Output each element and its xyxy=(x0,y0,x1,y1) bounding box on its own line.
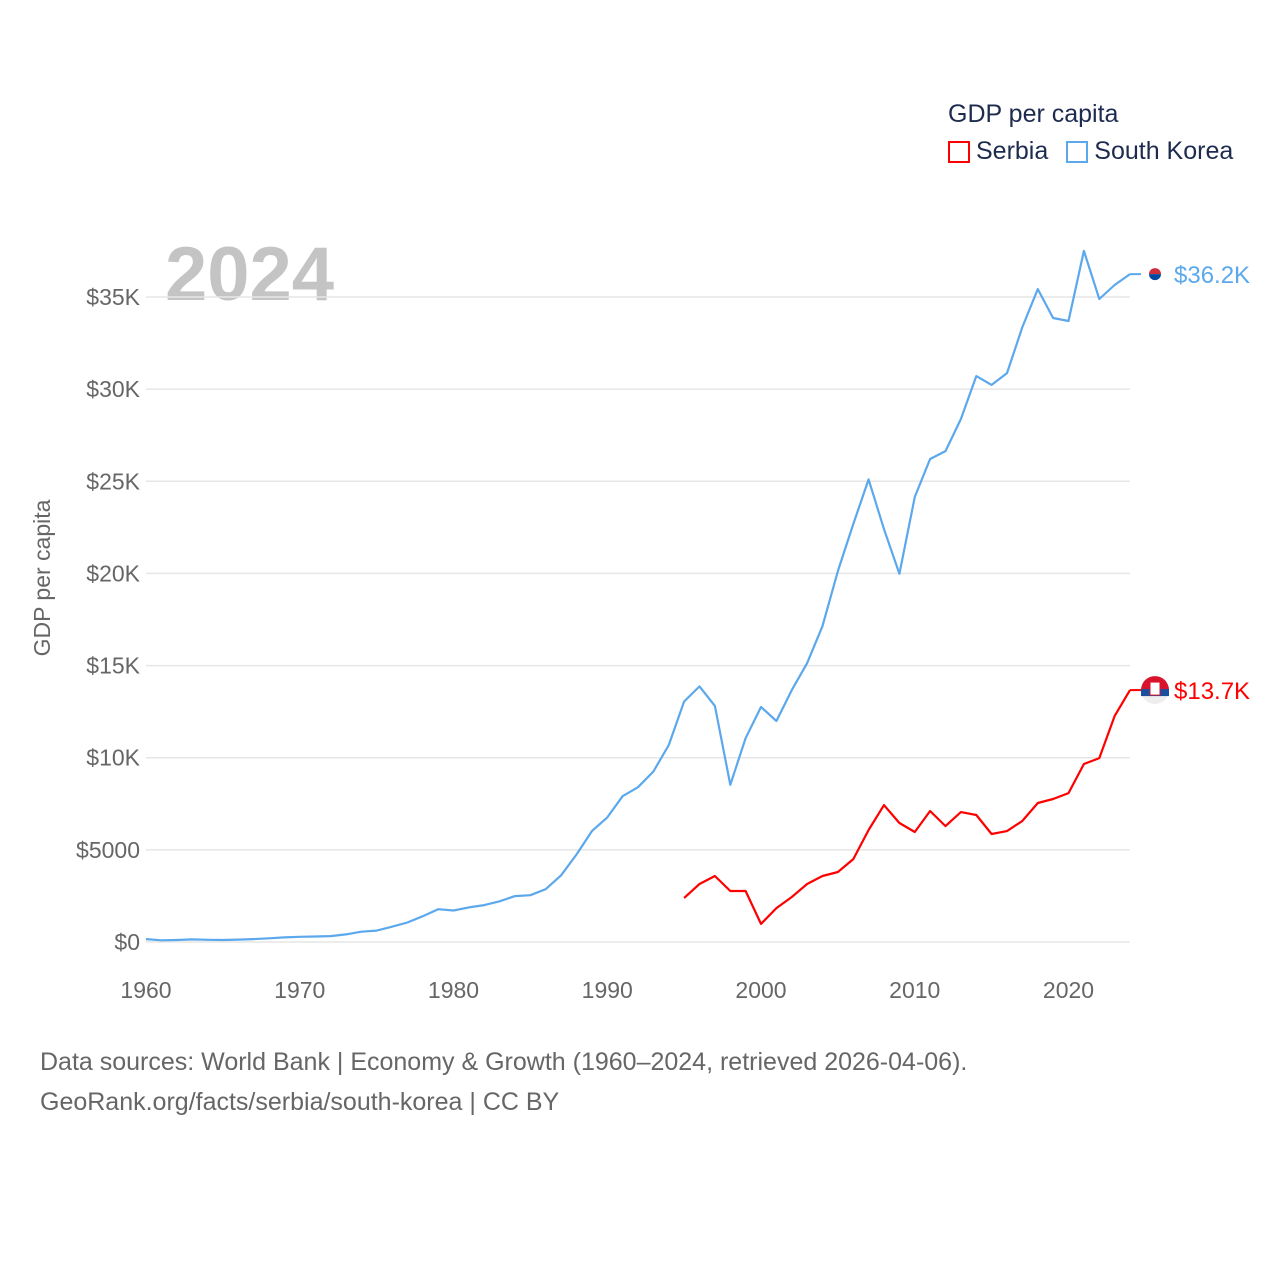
serbia-coat-of-arms xyxy=(1149,681,1161,696)
data-sources: Data sources: World Bank | Economy & Gro… xyxy=(40,1048,968,1076)
y-tick-label: $10K xyxy=(86,745,140,771)
legend-label-south-korea[interactable]: South Korea xyxy=(1094,137,1234,165)
end-value-label: $36.2K xyxy=(1174,262,1250,289)
series-line-serbia xyxy=(683,689,1131,926)
x-tick-label: 2010 xyxy=(889,977,940,1003)
x-tick-label: 2020 xyxy=(1043,977,1094,1003)
y-axis-label: GDP per capita xyxy=(29,499,55,656)
y-tick-label: $15K xyxy=(86,653,140,679)
legend: GDP per capita Serbia South Korea xyxy=(948,100,1233,166)
end-value-label: $13.7K xyxy=(1174,678,1250,705)
x-tick-label: 1960 xyxy=(120,977,171,1003)
x-tick-label: 1980 xyxy=(428,977,479,1003)
legend-swatch-south-korea xyxy=(1066,140,1089,163)
legend-swatch-serbia xyxy=(948,140,970,163)
y-tick-label: $5000 xyxy=(76,837,140,863)
legend-label-serbia[interactable]: Serbia xyxy=(976,137,1049,165)
x-tick-label: 1990 xyxy=(582,977,633,1003)
x-tick-label: 2000 xyxy=(735,977,786,1003)
y-tick-label: $35K xyxy=(86,284,140,310)
y-tick-label: $20K xyxy=(86,560,140,586)
korea-taeguk-red xyxy=(1149,268,1161,275)
footer: Data sources: World Bank | Economy & Gro… xyxy=(40,1042,967,1122)
source-link[interactable]: GeoRank.org/facts/serbia/south-korea | C… xyxy=(40,1088,560,1116)
x-tick-label: 1970 xyxy=(274,977,325,1003)
series-line-south-korea xyxy=(145,249,1131,942)
y-tick-label: $30K xyxy=(86,376,140,402)
korea-taeguk-blue xyxy=(1149,274,1161,281)
legend-title: GDP per capita xyxy=(948,100,1119,128)
year-watermark: 2024 xyxy=(165,232,334,317)
y-tick-label: $25K xyxy=(86,468,140,494)
y-tick-label: $0 xyxy=(114,929,140,955)
